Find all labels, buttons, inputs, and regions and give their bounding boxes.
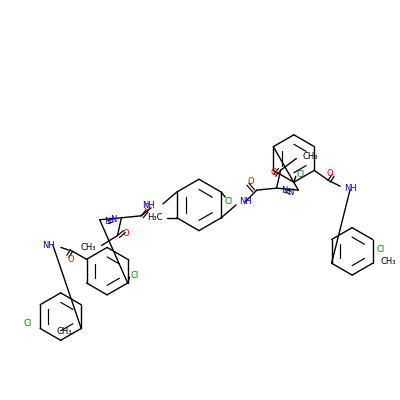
Text: Cl: Cl: [224, 197, 232, 206]
Text: Cl: Cl: [297, 170, 305, 179]
Text: O: O: [144, 204, 150, 212]
Text: O: O: [68, 255, 74, 264]
Text: CH₃: CH₃: [57, 327, 72, 336]
Text: CH₃: CH₃: [302, 152, 318, 161]
Text: NH: NH: [142, 202, 155, 210]
Text: O: O: [327, 169, 334, 178]
Text: N: N: [287, 188, 294, 196]
Text: N: N: [110, 215, 117, 224]
Text: NH: NH: [42, 241, 55, 250]
Text: Cl: Cl: [377, 246, 385, 254]
Text: N: N: [281, 186, 288, 195]
Text: H₃C: H₃C: [148, 213, 163, 222]
Text: Cl: Cl: [131, 270, 139, 280]
Text: CH₃: CH₃: [380, 257, 396, 266]
Text: NH: NH: [344, 184, 357, 193]
Text: N: N: [104, 217, 111, 226]
Text: O: O: [248, 177, 254, 186]
Text: Cl: Cl: [24, 319, 32, 328]
Text: O: O: [270, 168, 277, 177]
Text: NH: NH: [239, 198, 252, 206]
Text: CH₃: CH₃: [80, 243, 96, 252]
Text: O: O: [122, 229, 129, 238]
